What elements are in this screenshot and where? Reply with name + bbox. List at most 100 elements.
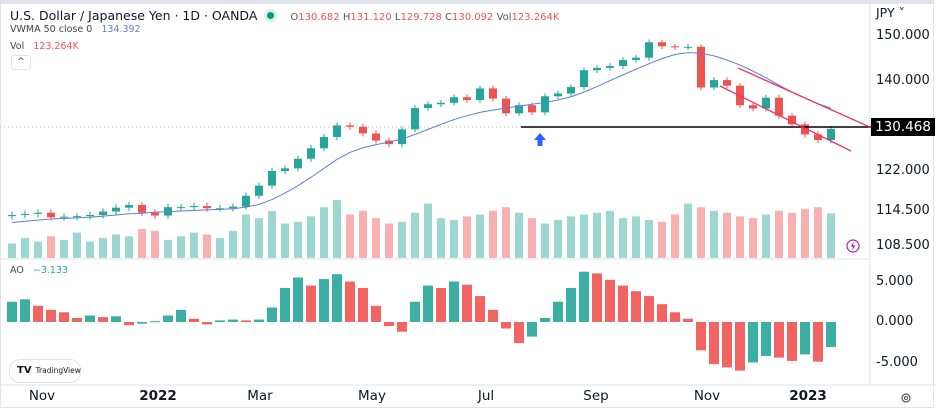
candle-body <box>476 88 484 101</box>
candle-body <box>73 216 81 218</box>
chevron-up-icon: ^ <box>17 57 25 67</box>
ao-bar <box>254 319 264 322</box>
volume-bar <box>255 218 263 258</box>
ao-bar <box>826 322 836 348</box>
volume-bar <box>320 207 328 258</box>
volume-bar <box>541 223 549 258</box>
ao-bar <box>358 287 368 322</box>
ao-bar <box>202 322 212 325</box>
volume-bar <box>242 214 250 258</box>
volume-bar <box>736 216 744 258</box>
ao-bar <box>98 317 108 322</box>
ao-bar <box>384 322 394 327</box>
volume-bar <box>151 230 159 258</box>
candle-body <box>333 125 341 137</box>
candle-body <box>268 171 276 186</box>
ao-bar <box>488 309 498 322</box>
symbol-title[interactable]: U.S. Dollar / Japanese Yen · 1D · OANDA <box>10 8 258 23</box>
candle-body <box>827 128 835 141</box>
candle-body <box>593 67 601 71</box>
tradingview-badge[interactable]: TV TradingView <box>9 359 81 383</box>
ao-bar <box>293 277 303 322</box>
ao-bar <box>137 322 147 324</box>
channel-upper-line[interactable] <box>737 67 873 129</box>
candles <box>8 39 835 221</box>
time-label: Sep <box>583 388 609 404</box>
volume-bar <box>684 203 692 258</box>
candle-body <box>47 212 55 218</box>
ao-bar <box>124 322 134 326</box>
currency-selector[interactable]: JPY ˅ <box>876 5 905 20</box>
price-tick: 140.000 <box>876 73 930 88</box>
ao-bar <box>111 316 121 322</box>
candle-body <box>697 46 705 88</box>
candle-body <box>307 148 315 159</box>
vwma-legend[interactable]: VWMA 50 close 0 134.392 <box>10 24 141 35</box>
ao-bar <box>20 299 30 322</box>
volume-bar <box>424 203 432 258</box>
volume-bar <box>450 219 458 258</box>
candle-body <box>762 97 770 109</box>
volume-bar <box>34 241 42 258</box>
candle-body <box>255 185 263 196</box>
volume-bar <box>333 200 341 258</box>
candle-body <box>60 216 68 218</box>
candle-body <box>294 158 302 169</box>
ao-bar <box>241 320 251 322</box>
candle-body <box>281 168 289 171</box>
candle-body <box>684 46 692 48</box>
candle-body <box>177 207 185 209</box>
candle-body <box>775 97 783 116</box>
volume-legend[interactable]: Vol 123.264K <box>10 41 79 52</box>
ao-bar <box>813 322 823 362</box>
volume-bar <box>788 212 796 258</box>
ao-bar <box>774 322 784 358</box>
ao-bar <box>501 322 511 329</box>
volume-bar <box>827 213 835 258</box>
time-label: Nov <box>28 388 56 404</box>
price-tick: 114.500 <box>876 203 930 218</box>
volume-bar <box>658 221 666 258</box>
volume-bar <box>294 221 302 258</box>
volume-bar <box>99 238 107 258</box>
channel-lower-line[interactable] <box>719 85 852 152</box>
candle-body <box>554 93 562 97</box>
ao-bar <box>761 322 771 357</box>
ao-bar <box>280 287 290 322</box>
ao-bar <box>33 305 43 322</box>
volume-bar <box>372 218 380 258</box>
volume-bar <box>437 218 445 258</box>
ao-bar <box>514 322 524 344</box>
volume-bar <box>216 238 224 258</box>
volume-bar <box>528 218 536 258</box>
ao-bar <box>475 296 485 322</box>
price-tick: 122.000 <box>876 163 930 178</box>
collapse-legend-button[interactable]: ^ <box>11 55 31 70</box>
volume-bar <box>567 216 575 258</box>
price-tick: 108.500 <box>876 238 930 253</box>
candle-body <box>151 212 159 216</box>
ao-legend[interactable]: AO −3.133 <box>10 265 69 276</box>
ao-tick: -5.000 <box>876 355 918 370</box>
volume-bar <box>8 243 16 258</box>
ao-bar <box>332 274 342 322</box>
time-label: May <box>358 388 386 404</box>
candle-body <box>801 124 809 135</box>
candle-body <box>125 204 133 208</box>
vwma-line <box>11 52 832 223</box>
current-price-label: 130.468 <box>871 118 935 136</box>
ao-bar <box>631 291 641 322</box>
settings-gear-icon[interactable] <box>901 393 911 403</box>
candle-body <box>450 97 458 103</box>
ao-bar <box>306 285 316 322</box>
volume-bar <box>723 212 731 258</box>
volume-bar <box>697 207 705 258</box>
ao-bar <box>72 317 82 322</box>
lightning-icon[interactable] <box>846 239 860 253</box>
ao-bar <box>189 318 199 322</box>
ao-bar <box>605 279 615 322</box>
candle-body <box>203 206 211 209</box>
ao-bar <box>215 320 225 322</box>
volume-bar <box>307 216 315 258</box>
